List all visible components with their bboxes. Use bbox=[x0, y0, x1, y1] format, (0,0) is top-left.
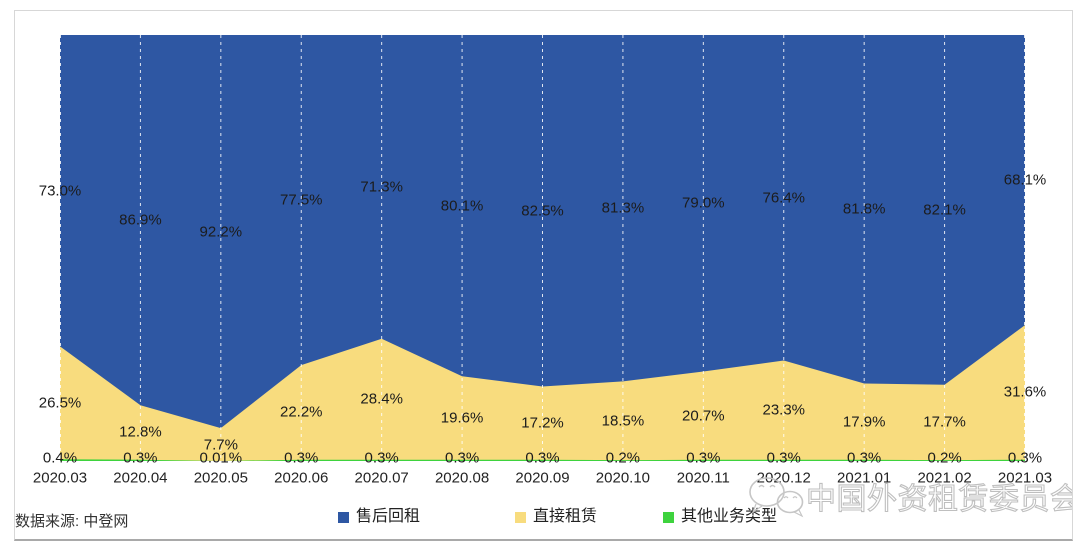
x-axis-label: 2020.03 bbox=[32, 469, 88, 487]
yellow-series-label: 23.3% bbox=[762, 401, 806, 419]
legend-swatch-yellow-icon bbox=[515, 511, 526, 523]
yellow-series-label: 20.7% bbox=[682, 407, 725, 425]
legend-label-other-business: 其他业务类型 bbox=[681, 508, 778, 525]
data-source-note: 数据来源: 中登网 bbox=[15, 513, 129, 530]
yellow-series-label: 26.5% bbox=[38, 394, 82, 412]
x-axis-label: 2020.08 bbox=[434, 469, 490, 487]
x-axis-label: 2020.10 bbox=[595, 469, 651, 487]
legend-item-direct-leasing: 直接租赁 bbox=[515, 509, 597, 525]
green-series-label: 0.4% bbox=[42, 449, 78, 467]
yellow-series-label: 28.4% bbox=[360, 390, 403, 408]
legend-swatch-green-icon bbox=[663, 511, 674, 523]
yellow-series-label: 17.2% bbox=[521, 414, 564, 432]
yellow-series-label: 7.7% bbox=[203, 436, 238, 454]
x-axis-label: 2020.04 bbox=[113, 469, 168, 487]
x-axis-label: 2020.07 bbox=[354, 469, 409, 487]
x-axis-label: 2020.09 bbox=[515, 469, 570, 487]
legend-item-other-business: 其他业务类型 bbox=[663, 509, 777, 525]
x-axis-label: 2020.05 bbox=[193, 469, 248, 487]
green-series-label: 0.3% bbox=[525, 449, 560, 467]
green-series-label: 0.3% bbox=[444, 449, 480, 467]
plot-area: 73.0% 26.5% 0.4% 2020.03 86.9% 12.8% 0.3% 2020.… bbox=[33, 35, 1052, 486]
blue-series-label: 79.0% bbox=[682, 194, 725, 212]
blue-series-label: 86.9% bbox=[119, 211, 162, 229]
green-series-label: 0.3% bbox=[364, 449, 399, 467]
stacked-area-chart bbox=[60, 35, 1025, 461]
blue-series-label: 80.1% bbox=[440, 197, 484, 215]
yellow-series-label: 17.9% bbox=[842, 413, 886, 431]
green-series-label: 0.3% bbox=[766, 449, 801, 467]
legend-swatch-blue-icon bbox=[338, 511, 349, 523]
x-axis-label: 2021.01 bbox=[837, 469, 892, 487]
blue-series-label: 81.3% bbox=[601, 199, 645, 217]
blue-series-label: 73.0% bbox=[38, 182, 82, 200]
legend-label-sale-leaseback: 售后回租 bbox=[356, 508, 421, 525]
blue-series-label: 82.1% bbox=[923, 201, 966, 219]
x-axis-label: 2020.11 bbox=[676, 469, 730, 487]
blue-series-label: 77.5% bbox=[279, 191, 323, 209]
yellow-series-label: 12.8% bbox=[119, 423, 162, 441]
blue-series-label: 92.2% bbox=[199, 223, 243, 241]
x-axis-label: 2020.06 bbox=[274, 469, 329, 487]
x-axis-label: 2021.03 bbox=[997, 469, 1053, 487]
yellow-series-label: 19.6% bbox=[440, 409, 484, 427]
green-series-label: 0.3% bbox=[284, 449, 319, 467]
green-series-label: 0.3% bbox=[1007, 449, 1043, 467]
yellow-series-label: 31.6% bbox=[1003, 383, 1047, 401]
blue-series-label: 68.1% bbox=[1003, 171, 1047, 189]
green-series-label: 0.2% bbox=[927, 449, 962, 467]
green-series-label: 0.3% bbox=[123, 449, 158, 467]
green-series-label: 0.01% bbox=[199, 449, 243, 467]
green-area-other-business bbox=[60, 459, 1025, 461]
blue-series-label: 82.5% bbox=[521, 202, 564, 220]
green-series-label: 0.3% bbox=[847, 449, 882, 467]
yellow-series-label: 17.7% bbox=[923, 413, 966, 431]
legend-label-direct-leasing: 直接租赁 bbox=[533, 508, 598, 525]
x-axis-label: 2020.12 bbox=[756, 469, 811, 487]
green-series-label: 0.2% bbox=[605, 449, 641, 467]
yellow-series-label: 18.5% bbox=[601, 412, 645, 430]
blue-series-label: 71.3% bbox=[360, 178, 403, 196]
blue-series-label: 76.4% bbox=[762, 189, 806, 207]
green-series-label: 0.3% bbox=[686, 449, 721, 467]
yellow-series-label: 22.2% bbox=[279, 403, 323, 421]
data-labels-layer: 73.0% 26.5% 0.4% 2020.03 86.9% 12.8% 0.3% 2020.… bbox=[33, 35, 1052, 486]
x-axis-label: 2021.02 bbox=[917, 469, 972, 487]
legend-item-sale-leaseback: 售后回租 bbox=[338, 509, 420, 525]
blue-series-label: 81.8% bbox=[842, 200, 886, 218]
